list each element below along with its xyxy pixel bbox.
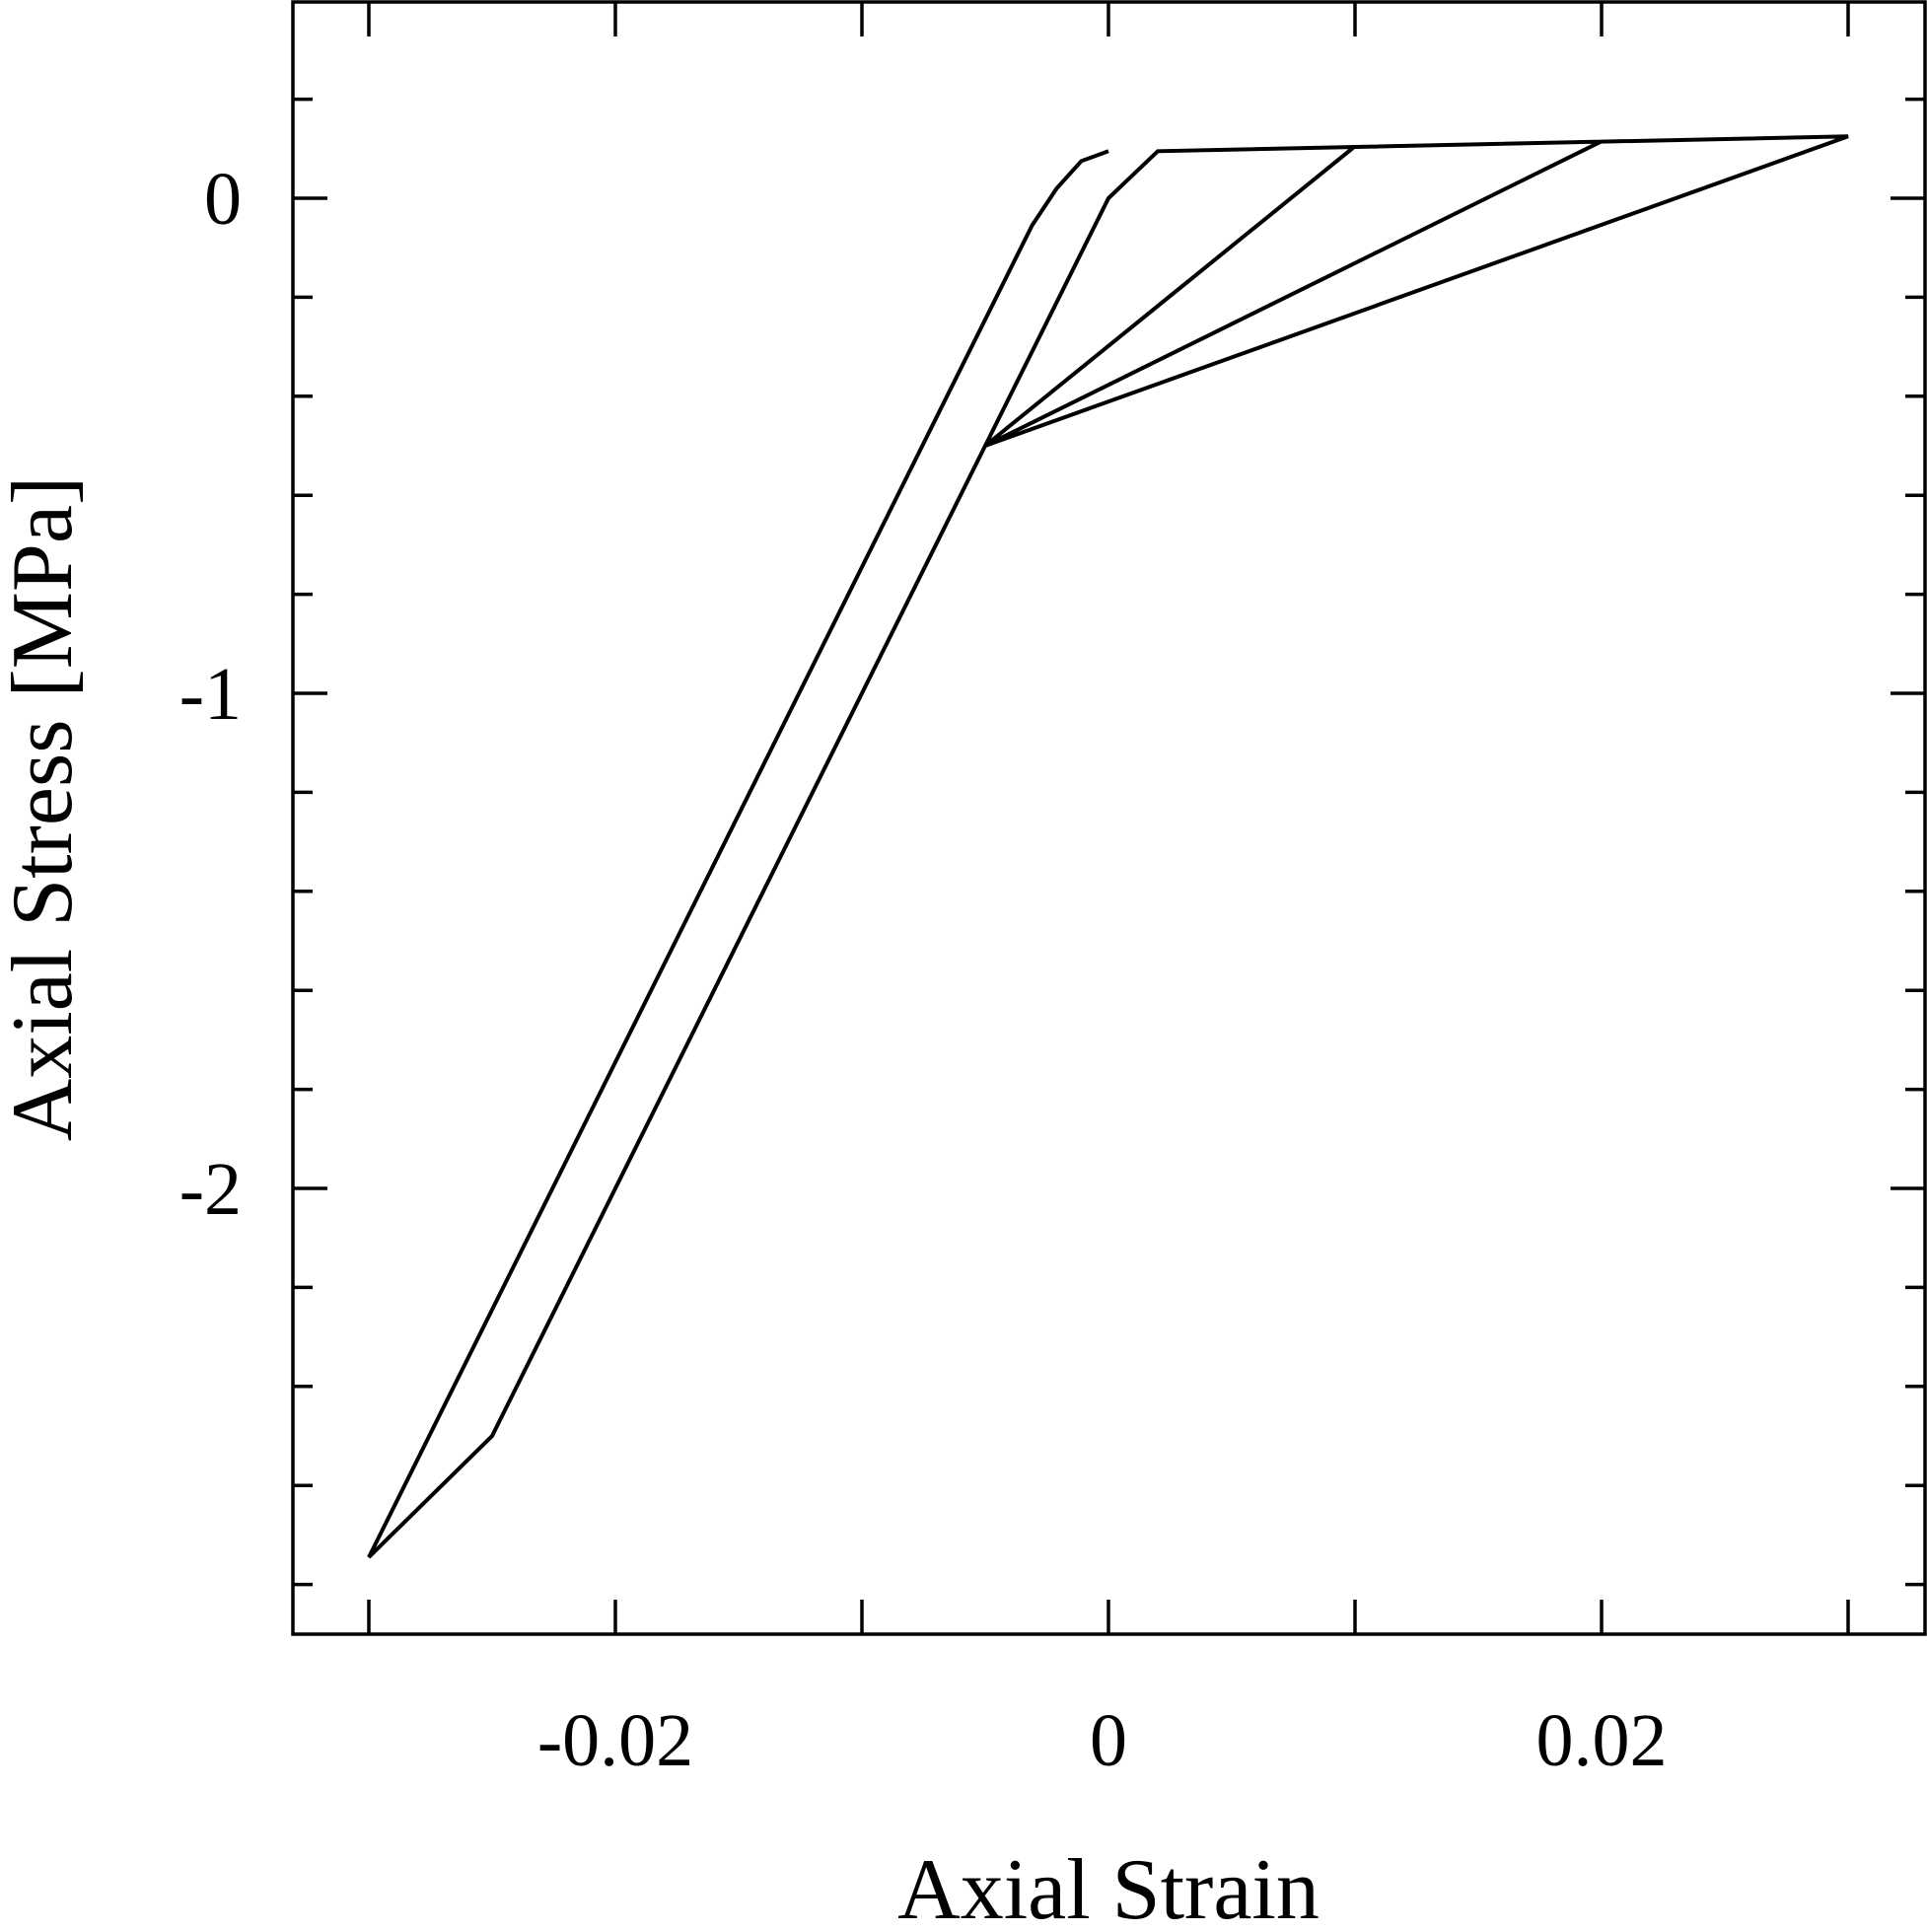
x-axis-title: Axial Strain — [897, 1842, 1320, 1932]
x-tick-label: 0 — [1090, 1699, 1127, 1782]
y-tick-label: 0 — [204, 158, 242, 241]
axis-tick-labels: -0.02 0 0.02 0 -1 -2 — [179, 158, 1668, 1782]
plot-frame — [291, 0, 1927, 1636]
series-line — [367, 134, 1849, 1559]
x-tick-label: 0.02 — [1536, 1699, 1668, 1782]
axis-ticks — [293, 2, 1925, 1634]
y-axis-title: Axial Stress [MPa] — [0, 476, 91, 1142]
y-tick-label: -2 — [179, 1148, 242, 1231]
x-tick-label: -0.02 — [537, 1699, 693, 1782]
y-tick-label: -1 — [179, 653, 242, 736]
